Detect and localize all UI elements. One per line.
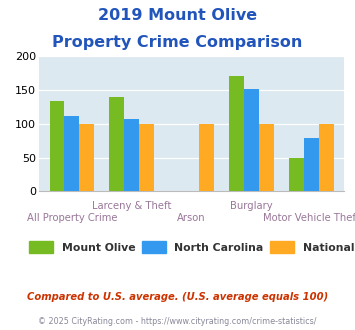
Bar — [65, 115, 80, 191]
Bar — [289, 158, 304, 191]
Text: Larceny & Theft: Larceny & Theft — [92, 201, 171, 211]
Text: Property Crime Comparison: Property Crime Comparison — [52, 35, 303, 50]
Legend: Mount Olive, North Carolina, National: Mount Olive, North Carolina, National — [29, 242, 354, 253]
Bar — [319, 124, 334, 191]
Bar — [199, 124, 214, 191]
Text: 2019 Mount Olive: 2019 Mount Olive — [98, 8, 257, 23]
Text: Compared to U.S. average. (U.S. average equals 100): Compared to U.S. average. (U.S. average … — [27, 292, 328, 302]
Bar — [244, 88, 259, 191]
Text: Arson: Arson — [178, 213, 206, 223]
Text: © 2025 CityRating.com - https://www.cityrating.com/crime-statistics/: © 2025 CityRating.com - https://www.city… — [38, 317, 317, 326]
Text: All Property Crime: All Property Crime — [27, 213, 117, 223]
Bar — [139, 124, 154, 191]
Bar — [229, 77, 244, 191]
Bar — [304, 138, 319, 191]
Bar — [50, 101, 65, 191]
Bar — [80, 124, 94, 191]
Text: Motor Vehicle Theft: Motor Vehicle Theft — [263, 213, 355, 223]
Bar — [124, 119, 139, 191]
Bar — [259, 124, 274, 191]
Text: Burglary: Burglary — [230, 201, 273, 211]
Bar — [109, 97, 124, 191]
